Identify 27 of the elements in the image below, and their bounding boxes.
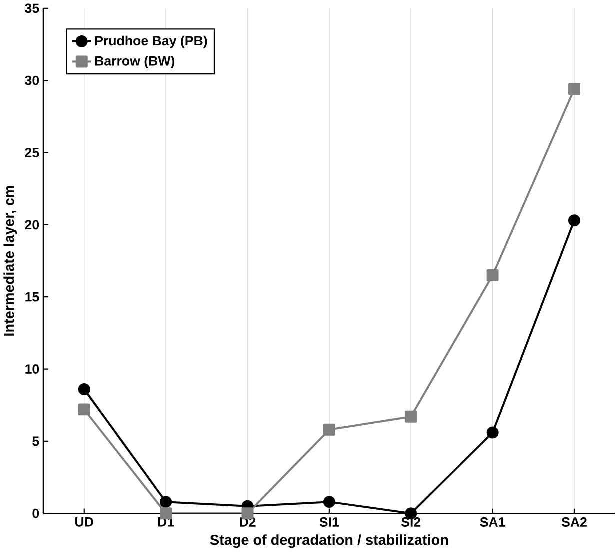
x-tick-label: SI2 [402,518,421,528]
y-axis-title: Intermediate layer, cm [4,186,18,336]
x-axis-title: Stage of degradation / stabilization [210,534,448,548]
point [78,384,90,396]
point [323,424,336,436]
x-tick-label: UD [76,518,94,527]
point [405,411,418,423]
y-tick-label: 5 [32,436,40,446]
point [78,404,90,416]
point [160,496,172,508]
legend-label: Barrow (BW) [95,56,175,69]
point [568,83,580,96]
point [486,426,499,439]
y-tick-label: 15 [26,292,40,302]
x-tick-label: SA1 [480,518,506,528]
y-tick-label: 10 [26,364,40,374]
y-tick-label: 30 [25,76,40,86]
legend-label: Prudhoe Bay (PB) [95,36,208,48]
point [568,214,580,227]
point [323,496,336,508]
point [486,270,499,282]
y-tick-label: 35 [25,4,40,14]
x-tick-label: SA2 [562,518,587,528]
y-tick-label: 20 [25,220,40,230]
y-tick-label: 0 [32,508,40,518]
y-tick-label: 25 [25,148,40,158]
x-tick-label: SI1 [320,518,340,528]
